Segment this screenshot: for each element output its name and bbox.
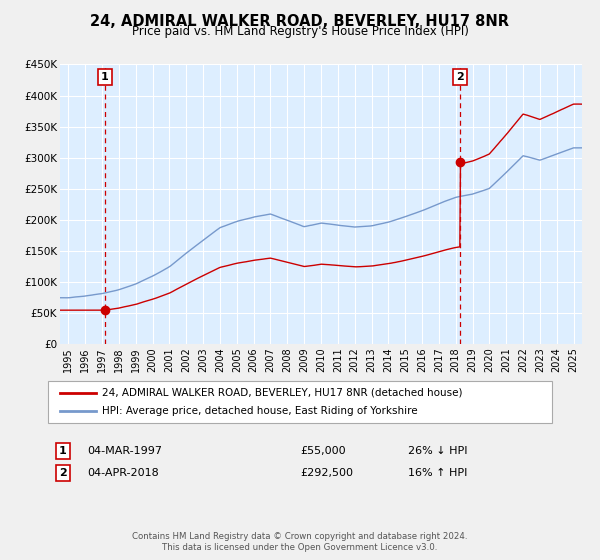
Text: £292,500: £292,500 — [300, 468, 353, 478]
Text: 2: 2 — [59, 468, 67, 478]
Text: 24, ADMIRAL WALKER ROAD, BEVERLEY, HU17 8NR: 24, ADMIRAL WALKER ROAD, BEVERLEY, HU17 … — [91, 14, 509, 29]
Text: 2: 2 — [456, 72, 464, 82]
Text: HPI: Average price, detached house, East Riding of Yorkshire: HPI: Average price, detached house, East… — [102, 406, 418, 416]
Text: Contains HM Land Registry data © Crown copyright and database right 2024.
This d: Contains HM Land Registry data © Crown c… — [132, 532, 468, 552]
Text: Price paid vs. HM Land Registry's House Price Index (HPI): Price paid vs. HM Land Registry's House … — [131, 25, 469, 38]
Text: 16% ↑ HPI: 16% ↑ HPI — [408, 468, 467, 478]
Text: 26% ↓ HPI: 26% ↓ HPI — [408, 446, 467, 456]
Text: 04-MAR-1997: 04-MAR-1997 — [87, 446, 162, 456]
Text: 1: 1 — [59, 446, 67, 456]
Text: 24, ADMIRAL WALKER ROAD, BEVERLEY, HU17 8NR (detached house): 24, ADMIRAL WALKER ROAD, BEVERLEY, HU17 … — [102, 388, 463, 398]
Text: 1: 1 — [101, 72, 109, 82]
Text: 04-APR-2018: 04-APR-2018 — [87, 468, 159, 478]
Text: £55,000: £55,000 — [300, 446, 346, 456]
